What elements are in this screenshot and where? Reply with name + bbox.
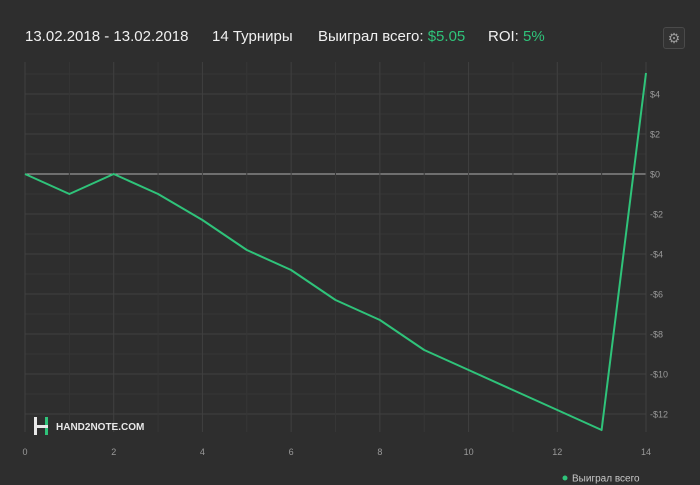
y-tick-label: -$12 — [650, 410, 668, 420]
roi: ROI: 5% — [488, 28, 545, 45]
y-tick-label: -$6 — [650, 290, 663, 300]
x-tick-label: 8 — [377, 447, 382, 457]
legend-marker — [562, 475, 568, 481]
x-tick-label: 4 — [200, 447, 205, 457]
data-point[interactable] — [199, 217, 205, 223]
y-tick-label: $2 — [650, 130, 660, 140]
y-tick-label: -$2 — [650, 210, 663, 220]
data-point[interactable] — [599, 427, 605, 433]
won-label: Выиграл всего: — [318, 28, 424, 45]
series-line — [24, 72, 647, 431]
data-point[interactable] — [244, 247, 250, 253]
x-tick-label: 0 — [22, 447, 27, 457]
settings-button[interactable]: ⚙ — [663, 27, 685, 49]
x-tick-label: 2 — [111, 447, 116, 457]
data-point[interactable] — [66, 191, 72, 197]
data-point[interactable] — [155, 191, 161, 197]
data-point[interactable] — [421, 347, 427, 353]
won-value: $5.05 — [427, 28, 466, 45]
y-tick-label: -$4 — [650, 250, 663, 260]
data-point[interactable] — [333, 297, 339, 303]
data-point[interactable] — [643, 70, 649, 76]
roi-label: ROI: — [488, 28, 519, 45]
y-tick-label: $4 — [650, 90, 660, 100]
tournament-count: 14 Турниры — [212, 28, 293, 45]
logo-text: HAND2NOTE.COM — [56, 422, 144, 433]
won-total: Выиграл всего: $5.05 — [318, 28, 465, 45]
chart-grid — [24, 62, 647, 432]
y-tick-label: $0 — [650, 170, 660, 180]
x-tick-label: 14 — [641, 447, 651, 457]
data-point[interactable] — [466, 367, 472, 373]
legend-label: Выиграл всего — [572, 474, 640, 485]
data-point[interactable] — [22, 171, 28, 177]
hand2note-logo: HAND2NOTE.COM — [34, 417, 144, 435]
data-point[interactable] — [111, 171, 117, 177]
x-tick-label: 6 — [289, 447, 294, 457]
chart-axis-labels: 0 2 4 6 8 10 12 14 $4 $2 $0 -$2 -$4 -$6 -$8 -$10 -$12 — [22, 90, 668, 458]
x-tick-label: 10 — [464, 447, 474, 457]
roi-value: 5% — [523, 28, 545, 45]
x-tick-label: 12 — [552, 447, 562, 457]
legend[interactable]: Выиграл всего — [562, 474, 641, 485]
y-tick-label: -$10 — [650, 370, 668, 380]
data-point[interactable] — [510, 387, 516, 393]
gear-icon: ⚙ — [667, 29, 681, 46]
h2n-logo-icon — [34, 417, 48, 435]
chart-header: 13.02.2018 - 13.02.2018 14 Турниры Выигр… — [0, 0, 700, 62]
data-point[interactable] — [554, 407, 560, 413]
data-point[interactable] — [377, 317, 383, 323]
date-range: 13.02.2018 - 13.02.2018 — [25, 28, 189, 45]
data-point[interactable] — [288, 267, 294, 273]
y-tick-label: -$8 — [650, 330, 663, 340]
